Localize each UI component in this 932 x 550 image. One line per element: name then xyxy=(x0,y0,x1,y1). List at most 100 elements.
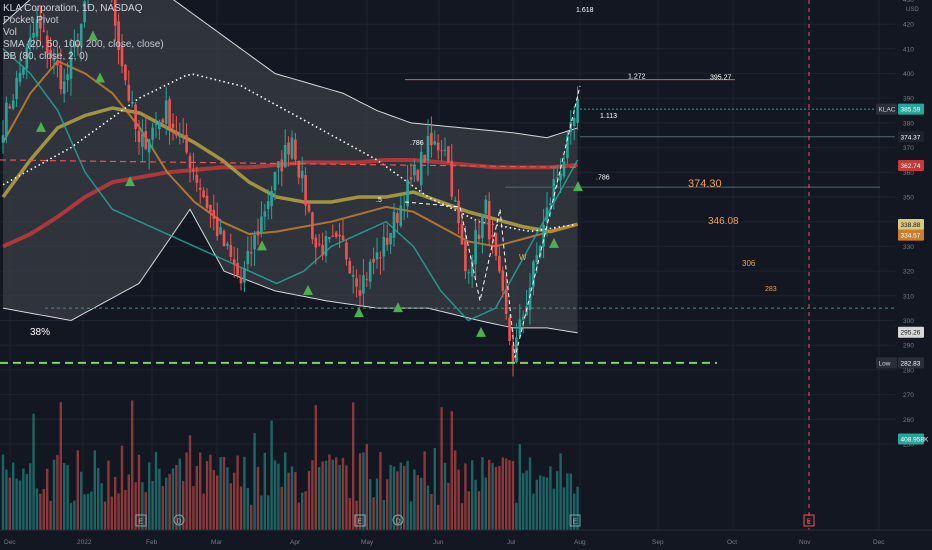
volume-bar xyxy=(471,460,474,530)
volume-bar xyxy=(69,502,73,530)
volume-bar xyxy=(552,488,555,530)
volume-bar xyxy=(450,411,453,530)
legend-title[interactable]: KLA Corporation, 1D, NASDAQ xyxy=(3,3,143,14)
volume-bar xyxy=(515,502,518,530)
candle-body xyxy=(215,217,219,237)
price-tag xyxy=(898,160,924,172)
volume-bar xyxy=(233,472,236,530)
volume-bar xyxy=(120,445,124,530)
volume-bar xyxy=(250,504,253,530)
candle-body xyxy=(45,35,49,54)
candle-body xyxy=(470,260,474,277)
legend-line-2[interactable]: Vol xyxy=(3,27,17,38)
earnings-marker-label: E xyxy=(573,519,578,526)
volume-bar xyxy=(131,400,134,530)
candle-body xyxy=(141,133,144,147)
candle-body xyxy=(491,234,494,237)
volume-bar xyxy=(188,435,192,530)
earnings-marker[interactable] xyxy=(569,514,581,527)
volume-bar xyxy=(154,452,158,530)
dividend-marker[interactable] xyxy=(392,514,404,526)
earnings-marker-label: E xyxy=(807,519,812,526)
price-tick-label: 270 xyxy=(903,392,914,399)
earnings-marker[interactable] xyxy=(354,514,366,527)
volume-bar xyxy=(345,465,348,530)
candle-body xyxy=(202,190,205,198)
volume-bar xyxy=(137,454,141,530)
volume-bar xyxy=(229,483,232,530)
volume-bar xyxy=(328,454,331,530)
candle-body xyxy=(175,131,178,136)
price-tick-label: 320 xyxy=(903,269,914,276)
dashed-trend-red xyxy=(0,159,581,168)
candle-body xyxy=(430,132,433,145)
w-pattern-line xyxy=(404,85,581,358)
candle-body xyxy=(79,23,83,47)
volume-bar xyxy=(151,480,154,530)
candle-body xyxy=(181,135,185,137)
volume-bar xyxy=(348,498,351,530)
percent-label: 38% xyxy=(30,327,50,338)
candle-body xyxy=(11,100,15,109)
candle-body xyxy=(117,21,120,50)
legend-line-4[interactable]: BB (80, close, 2, 0) xyxy=(3,51,89,62)
price-tag-value: 362.74 xyxy=(901,163,921,170)
candle-body xyxy=(1,135,5,143)
volume-bar xyxy=(63,463,66,530)
dividend-marker[interactable] xyxy=(173,514,185,526)
price-tag-value: 338.88 xyxy=(901,222,921,229)
candle-body xyxy=(396,213,399,223)
legend-line-1[interactable]: Pocket Pivot xyxy=(3,15,59,26)
volume-bar xyxy=(525,470,528,530)
candle-body xyxy=(538,245,542,258)
candle-body xyxy=(436,142,440,151)
pocket-pivot-marker xyxy=(36,121,46,132)
price-tick-label: 330 xyxy=(903,244,914,251)
candle-body xyxy=(409,177,413,180)
candle-body xyxy=(49,49,52,59)
candle-body xyxy=(134,104,137,129)
volume-bar xyxy=(236,455,239,530)
time-tick-label: Dec xyxy=(4,539,16,546)
pocket-pivot-marker xyxy=(303,284,313,295)
earnings-marker[interactable] xyxy=(135,514,147,527)
volume-bar xyxy=(287,472,290,530)
candle-body xyxy=(147,139,151,153)
volume-bar xyxy=(501,457,504,530)
price-tick-label: 400 xyxy=(903,71,914,78)
candle-body xyxy=(518,319,522,337)
volume-bar xyxy=(338,465,341,530)
volume-bar xyxy=(165,477,168,530)
earnings-marker[interactable] xyxy=(803,514,815,527)
volume-bar xyxy=(124,490,127,530)
candle-body xyxy=(35,19,39,37)
volume-bar xyxy=(256,466,260,530)
volume-bar xyxy=(318,467,321,530)
pocket-pivot-marker xyxy=(354,307,364,318)
volume-bar xyxy=(498,465,501,530)
candle-body xyxy=(348,261,352,274)
candle-body xyxy=(498,255,501,272)
price-tick-label: 430 xyxy=(903,0,914,4)
fib-label: 395.27 xyxy=(710,75,732,82)
fib-label: .5 xyxy=(376,197,382,204)
fib-label: .786 xyxy=(596,175,610,182)
volume-bar xyxy=(511,461,515,530)
volume-bar xyxy=(219,457,222,530)
candle-body xyxy=(212,209,216,219)
legend-line-3[interactable]: SMA (20, 50, 100, 200, close, close) xyxy=(3,39,164,50)
candle-body xyxy=(73,41,76,48)
volume-bar xyxy=(15,478,18,530)
candle-body xyxy=(402,209,406,211)
candle-body xyxy=(171,123,175,128)
volume-bar xyxy=(192,486,195,530)
volume-bar xyxy=(382,499,385,530)
candle-body xyxy=(56,60,59,66)
candle-body xyxy=(198,187,202,190)
candle-body xyxy=(392,211,396,238)
candle-body xyxy=(443,149,447,151)
candle-body xyxy=(137,130,141,142)
volume-bar xyxy=(569,473,572,530)
candle-body xyxy=(399,205,403,227)
